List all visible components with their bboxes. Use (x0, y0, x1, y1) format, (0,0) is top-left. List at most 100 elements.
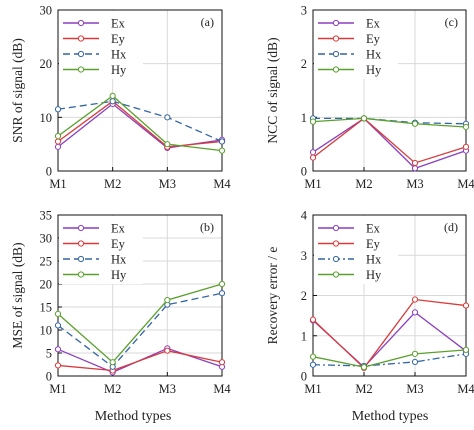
legend-label: Hy (111, 268, 127, 282)
data-point (411, 296, 419, 303)
legend-marker (332, 19, 340, 27)
chart-panel: 0 10 20 30 M1 M2 M3 M4 SNR of signal (dB) (a) ExEy… (10, 4, 231, 192)
data-point (164, 114, 171, 121)
y-tick-label: 1 (301, 329, 307, 343)
data-point (309, 361, 317, 368)
series-line (312, 349, 467, 368)
data-point (109, 98, 116, 105)
series-line (313, 117, 467, 125)
y-tick-label: 20 (40, 278, 53, 292)
series-line (57, 100, 223, 143)
x-tick-label: M3 (406, 382, 423, 396)
data-point (218, 280, 226, 288)
y-tick-label: 0 (301, 370, 307, 384)
x-tick-label: M3 (406, 177, 423, 191)
axis-frame (312, 9, 467, 172)
legend-marker (77, 19, 85, 27)
data-point (164, 141, 171, 148)
data-point (109, 92, 116, 99)
y-tick-label: 35 (40, 209, 53, 223)
x-tick-label: M4 (213, 177, 231, 191)
y-tick-label: 2 (301, 289, 307, 303)
data-point (411, 159, 419, 167)
data-point (411, 165, 419, 172)
y-tick-label: 10 (40, 111, 53, 125)
legend-label: Ey (366, 237, 381, 251)
y-axis-title: SNR of signal (dB) (10, 38, 25, 143)
data-point (54, 346, 62, 353)
data-point (164, 347, 171, 354)
x-tick-label: M4 (213, 382, 231, 396)
data-point (54, 322, 62, 329)
legend-marker (77, 50, 85, 58)
data-point (54, 106, 62, 113)
x-tick-label: M2 (104, 382, 121, 396)
data-point (54, 143, 62, 150)
legend-label: Ex (111, 17, 126, 31)
x-tick-label: M2 (104, 177, 121, 191)
series-line (57, 283, 223, 364)
data-point (54, 138, 62, 145)
x-tick-label: M2 (355, 177, 372, 191)
series-line (57, 292, 223, 368)
y-tick-label: 4 (301, 209, 308, 223)
data-point (309, 154, 317, 161)
legend-label: Ey (111, 237, 126, 251)
y-axis-title: MSE of signal (dB) (10, 242, 25, 348)
x-tick-label: M4 (457, 382, 474, 396)
legend-label: Ey (111, 32, 126, 46)
series-line (57, 95, 223, 152)
series-line (312, 117, 467, 128)
data-point (360, 364, 368, 371)
series-line (312, 117, 467, 170)
y-tick-label: 10 (40, 324, 53, 338)
legend-marker (77, 35, 85, 42)
data-point (309, 118, 317, 125)
x-tick-label: M1 (49, 177, 66, 191)
legend-label: Hx (366, 253, 382, 267)
legend-marker (77, 271, 85, 278)
x-tick-label: M4 (457, 177, 474, 191)
y-tick-label: 25 (40, 255, 53, 269)
legend-marker (332, 50, 340, 58)
data-point (54, 310, 62, 317)
x-tick-label: M2 (355, 382, 372, 396)
panel-label: (c) (445, 15, 458, 29)
chart-panel: 0 5 10 15 20 25 30 35 M1 M2 M3 M4 MSE of signal (dB)… (10, 209, 231, 397)
data-point (309, 316, 317, 323)
data-point (54, 362, 62, 369)
data-point (411, 309, 419, 316)
legend-label: Ex (111, 222, 126, 236)
y-tick-label: 3 (301, 4, 307, 18)
legend-marker (332, 224, 340, 232)
data-point (411, 120, 419, 127)
axis-frame (57, 9, 223, 172)
legend-label: Hx (366, 48, 382, 62)
panel-label: (d) (444, 220, 458, 234)
panel-label: (a) (201, 15, 214, 29)
y-tick-label: 2 (301, 57, 307, 71)
series-line (57, 100, 223, 148)
series-line (57, 103, 223, 149)
y-tick-label: 30 (40, 4, 53, 18)
y-tick-label: 0 (46, 370, 52, 384)
data-point (218, 138, 226, 145)
panel-label: (b) (200, 220, 214, 234)
x-tick-label: M3 (159, 382, 176, 396)
y-axis-title: Recovery error / e (265, 247, 280, 345)
x-axis-title-left: Method types (95, 409, 172, 424)
legend-marker (332, 271, 340, 278)
data-point (360, 115, 368, 122)
x-tick-label: M3 (159, 177, 176, 191)
data-point (218, 359, 226, 366)
legend-label: Hy (366, 63, 382, 77)
series-line (312, 117, 467, 164)
legend-marker (77, 255, 85, 263)
data-point (462, 346, 470, 353)
data-point (218, 290, 226, 297)
y-tick-label: 0 (301, 165, 307, 179)
legend-label: Hx (111, 253, 127, 267)
